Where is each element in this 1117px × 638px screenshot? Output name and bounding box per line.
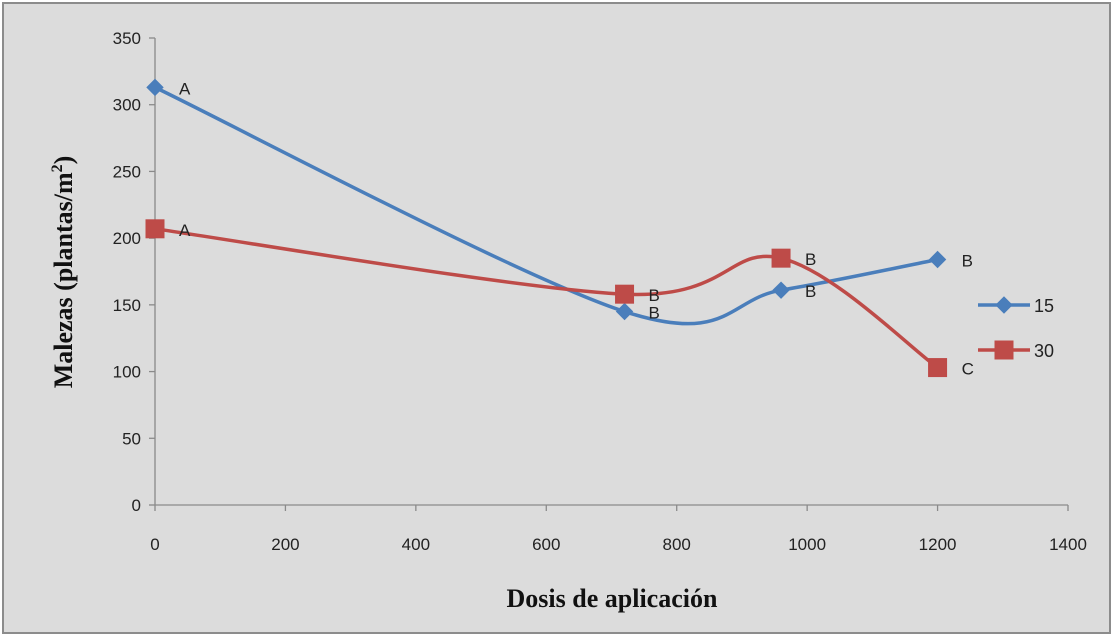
series-line-15 — [154, 85, 938, 326]
data-point-30 — [771, 248, 791, 268]
data-label-15: B — [649, 304, 660, 323]
x-tick-label: 0 — [150, 535, 159, 554]
legend-label-30: 30 — [1034, 341, 1054, 361]
data-point-15 — [615, 302, 634, 321]
y-tick-label: 0 — [132, 496, 141, 515]
data-label-15: B — [962, 251, 973, 270]
y-tick-label: 200 — [113, 229, 141, 248]
series-markers — [145, 78, 948, 378]
x-tick-labels: 0 200 400 600 800 1000 1200 1400 — [150, 535, 1087, 554]
data-label-30: B — [805, 250, 816, 269]
data-point-30 — [615, 284, 635, 304]
series-line-30 — [154, 227, 939, 370]
y-tick-label: 100 — [113, 363, 141, 382]
x-tick-label: 1000 — [788, 535, 826, 554]
data-label-30: C — [962, 360, 974, 379]
data-point-15 — [772, 281, 790, 299]
x-tick-label: 600 — [532, 535, 560, 554]
data-label-30: A — [179, 221, 191, 240]
series-lines — [154, 85, 939, 370]
legend-marker-30 — [994, 340, 1014, 360]
data-point-30 — [145, 219, 165, 239]
y-tick-label: 350 — [113, 29, 141, 48]
data-label-30: B — [649, 286, 660, 305]
x-tick-label: 1200 — [919, 535, 957, 554]
y-axis-title: Malezas (plantas/m2) — [49, 156, 78, 389]
data-point-30 — [928, 358, 948, 378]
data-point-15 — [928, 250, 947, 269]
x-tick-label: 400 — [402, 535, 430, 554]
axes — [149, 37, 1069, 511]
data-label-15: B — [805, 282, 816, 301]
y-tick-label: 50 — [122, 429, 141, 448]
y-axis-title-end: ) — [49, 156, 78, 165]
x-tick-label: 200 — [271, 535, 299, 554]
x-tick-label: 800 — [663, 535, 691, 554]
legend-label-15: 15 — [1034, 296, 1054, 316]
y-tick-label: 150 — [113, 296, 141, 315]
legend-marker-15 — [995, 296, 1013, 314]
data-label-15: A — [179, 79, 191, 98]
data-point-15 — [146, 78, 164, 97]
y-axis-title-main: Malezas (plantas/m — [49, 172, 78, 388]
y-tick-labels: 0 50 100 150 200 250 300 350 — [113, 29, 141, 515]
x-axis-title: Dosis de aplicación — [507, 584, 718, 613]
y-axis-title-superscript: 2 — [49, 164, 66, 172]
y-tick-label: 250 — [113, 162, 141, 181]
y-tick-label: 300 — [113, 96, 141, 115]
x-tick-label: 1400 — [1049, 535, 1087, 554]
